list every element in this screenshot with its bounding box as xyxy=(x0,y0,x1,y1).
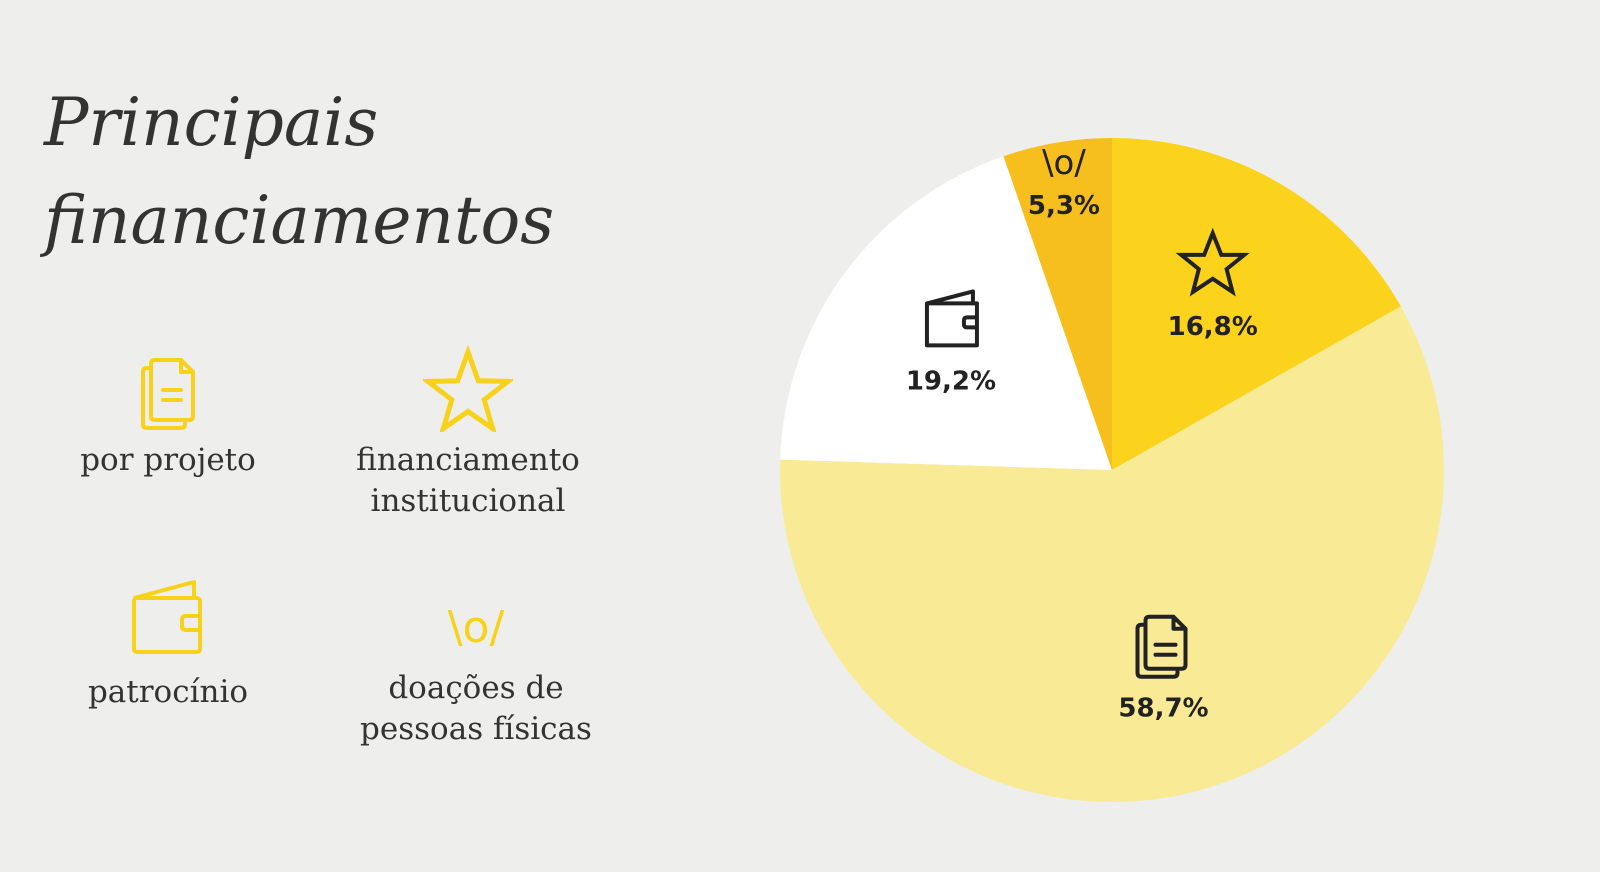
documents-icon xyxy=(141,358,195,430)
cheer-icon: \o/ xyxy=(1042,143,1086,183)
legend-label: patrocínio xyxy=(87,674,249,710)
pie-label-projeto: 58,7% xyxy=(1118,614,1209,724)
cheer-icon: \o/ xyxy=(447,602,505,653)
star-icon xyxy=(423,346,513,432)
pie-slice-projeto xyxy=(780,306,1444,803)
pie-value-label: 19,2% xyxy=(906,366,996,396)
pie-label-patrocinio: 19,2% xyxy=(906,289,996,396)
legend-item-doacoes: \o/ doações de pessoas físicas xyxy=(326,596,626,750)
legend-item-financiamento-institucional: financiamento institucional xyxy=(318,346,618,522)
pie-slice-doacoes xyxy=(1003,138,1112,470)
page-title: Principais financiamentos xyxy=(44,74,684,270)
legend-item-por-projeto: por projeto xyxy=(18,354,318,481)
pie-slice-institucional xyxy=(1112,138,1401,470)
legend-label: por projeto xyxy=(80,442,256,478)
wallet-icon xyxy=(924,289,979,348)
pie-labels: 16,8% 58,7% 19,2% \o/5,3% xyxy=(906,143,1258,724)
pie-value-label: 5,3% xyxy=(1028,191,1100,221)
pie-label-doacoes: \o/5,3% xyxy=(1028,143,1100,221)
pie-chart: 16,8% 58,7% 19,2% \o/5,3% xyxy=(780,138,1444,803)
pie-label-institucional: 16,8% xyxy=(1168,227,1258,342)
pie-slices xyxy=(780,138,1444,803)
pie-value-label: 58,7% xyxy=(1118,694,1208,724)
documents-icon xyxy=(1135,614,1188,679)
legend-label: doações de pessoas físicas xyxy=(360,670,592,747)
legend-label: financiamento institucional xyxy=(356,442,580,519)
pie-slice-patrocinio xyxy=(780,156,1112,470)
title-line-2: financiamentos xyxy=(44,182,555,259)
legend-item-patrocinio: patrocínio xyxy=(18,578,318,713)
wallet-icon xyxy=(132,580,202,654)
star-icon xyxy=(1175,227,1250,297)
pie-value-label: 16,8% xyxy=(1168,312,1258,342)
title-line-1: Principais xyxy=(44,84,379,161)
